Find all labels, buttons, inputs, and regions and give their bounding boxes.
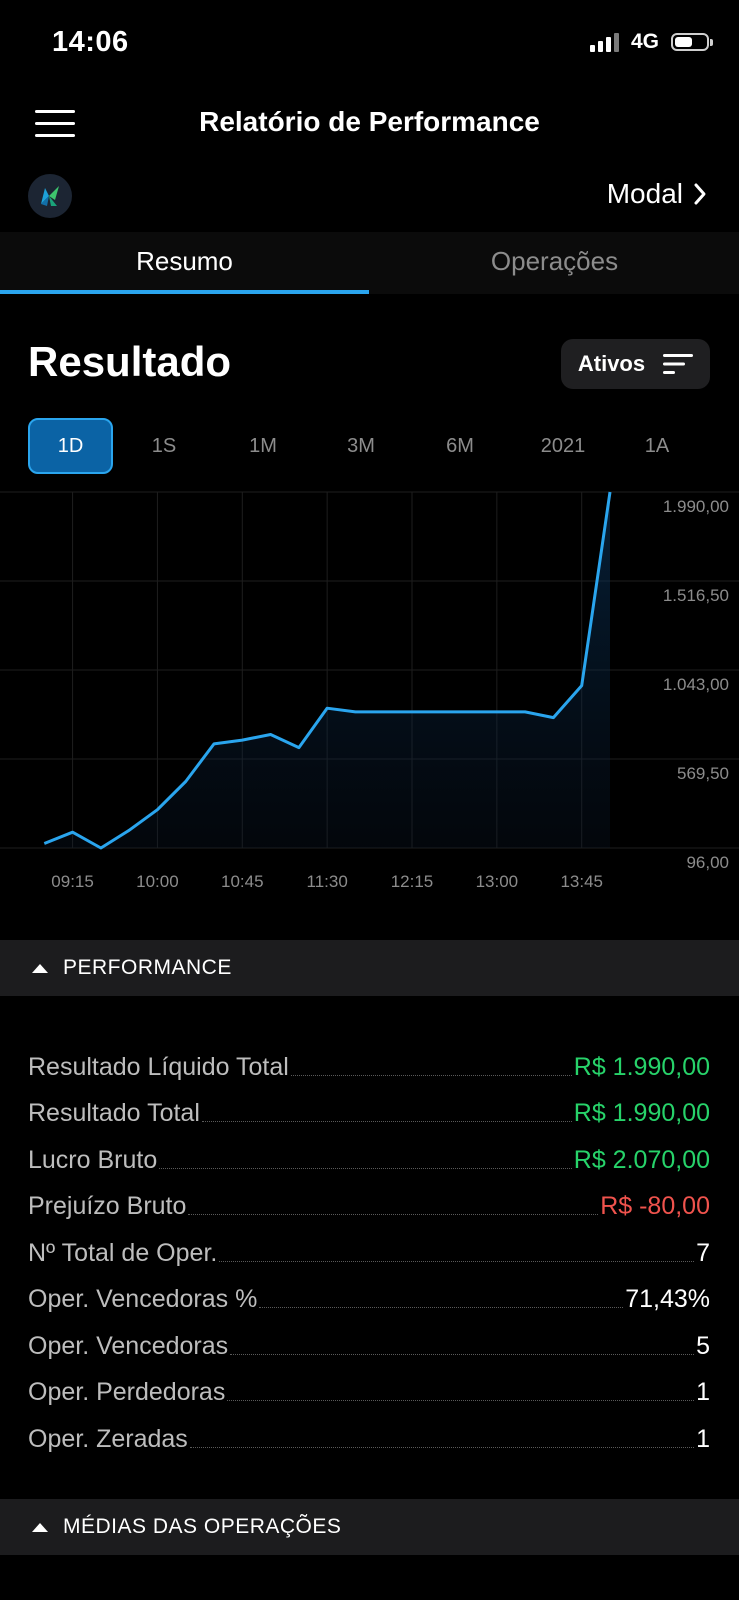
chart-x-tick-label: 09:15 [51,872,94,891]
dotted-leader [227,1399,695,1401]
performance-row: Oper. Zeradas 1 [28,1407,710,1454]
dotted-leader [188,1213,599,1215]
app-header: Relatório de Performance [0,88,739,162]
performance-row-label: Nº Total de Oper. [28,1238,218,1267]
performance-row: Prejuízo Bruto R$ -80,00 [28,1175,710,1222]
chart-x-tick-label: 13:00 [476,872,519,891]
dotted-leader [201,1120,572,1122]
result-title: Resultado [28,338,232,385]
network-type: 4G [630,30,659,53]
ativos-filter-button[interactable]: Ativos [561,339,710,389]
period-6m[interactable]: 6M [446,435,474,457]
performance-row: Oper. Vencedoras 5 [28,1314,710,1361]
performance-row-label: Resultado Líquido Total [28,1052,289,1081]
chevron-right-icon [694,183,706,205]
broker-selector[interactable]: Modal [607,178,707,210]
performance-row-value: 1 [696,1424,710,1453]
chart-series-line [43,491,612,850]
performance-row: Oper. Perdedoras 1 [28,1361,710,1408]
broker-name: Modal [606,178,683,209]
performance-row: Nº Total de Oper. 7 [28,1221,710,1268]
performance-row-label: Oper. Zeradas [28,1424,188,1453]
averages-section-label: MÉDIAS DAS OPERAÇÕES [63,1515,342,1538]
performance-row: Oper. Vencedoras % 71,43% [28,1268,710,1315]
dotted-leader [189,1446,695,1448]
status-time: 14:06 [52,26,129,58]
chart-x-tick-label: 10:45 [221,872,264,891]
period-2021[interactable]: 2021 [540,435,586,457]
period-1m[interactable]: 1M [249,435,277,457]
status-indicators: 4G [589,30,713,54]
chart-y-tick-label: 1.516,50 [663,586,729,605]
chart-x-tick-label: 12:15 [391,872,434,891]
battery-icon [671,33,713,51]
collapse-triangle-icon [32,963,48,973]
performance-row-value: R$ 2.070,00 [573,1145,710,1174]
hamburger-menu-icon[interactable] [35,110,75,138]
performance-row-label: Resultado Total [28,1099,200,1127]
status-bar: 14:06 4G [0,0,739,88]
performance-row-value: 5 [696,1331,710,1360]
tab-operacoes[interactable]: Operações [490,246,619,276]
chart-y-tick-label: 569,50 [677,764,729,783]
period-3m[interactable]: 3M [347,435,375,457]
period-selector: 1D 1S 1M 3M 6M 2021 1A [28,418,718,474]
performance-section-label: PERFORMANCE [63,956,232,979]
battery-level [675,37,692,47]
collapse-triangle-icon [32,1522,48,1532]
performance-row-label: Oper. Perdedoras [28,1378,226,1406]
period-1d[interactable]: 1D [28,418,113,474]
active-tab-indicator [0,290,369,294]
period-1a[interactable]: 1A [644,435,670,457]
performance-row-value: R$ 1.990,00 [573,1099,710,1127]
tab-bar: Resumo Operações [0,232,739,294]
performance-row-value: 71,43% [625,1285,710,1313]
broker-logo-icon [28,174,72,218]
performance-row-label: Oper. Vencedoras % [28,1285,258,1313]
page-title: Relatório de Performance [199,106,540,137]
chart-x-tick-label: 13:45 [560,872,603,891]
dotted-leader [230,1353,695,1355]
performance-row-label: Oper. Vencedoras [28,1331,229,1360]
performance-section-header[interactable]: PERFORMANCE [0,940,739,996]
performance-row-value: R$ 1.990,00 [573,1052,710,1081]
tab-resumo[interactable]: Resumo [136,246,233,276]
performance-row-value: 7 [696,1238,710,1267]
dotted-leader [259,1306,624,1308]
sort-filter-icon [663,354,694,374]
chart-x-tick-label: 10:00 [136,872,179,891]
performance-row: Resultado Líquido Total R$ 1.990,00 [28,1035,710,1082]
result-chart: 09:15 10:00 10:45 11:30 12:15 13:00 13:45 1.99… [0,491,739,891]
chart-y-tick-label: 96,00 [686,853,729,872]
performance-row: Lucro Bruto R$ 2.070,00 [28,1128,710,1175]
dotted-leader [159,1167,572,1169]
performance-row-value: 1 [696,1378,710,1406]
dotted-leader [290,1074,572,1076]
performance-row-label: Lucro Bruto [28,1145,158,1174]
dotted-leader [219,1260,695,1262]
broker-row: Modal [0,168,739,224]
chart-y-tick-label: 1.990,00 [663,497,729,516]
performance-row-label: Prejuízo Bruto [28,1192,187,1220]
performance-row-value: R$ -80,00 [600,1192,710,1220]
performance-list: Resultado Líquido Total R$ 1.990,00 Result… [28,1035,710,1454]
averages-section-header[interactable]: MÉDIAS DAS OPERAÇÕES [0,1499,739,1555]
cellular-signal-icon [589,32,619,52]
performance-row: Resultado Total R$ 1.990,00 [28,1082,710,1129]
chart-area-fill [44,492,611,848]
chart-x-tick-label: 11:30 [307,872,348,891]
period-1s[interactable]: 1S [151,435,177,457]
ativos-label: Ativos [577,351,646,376]
chart-y-tick-label: 1.043,00 [663,675,729,694]
